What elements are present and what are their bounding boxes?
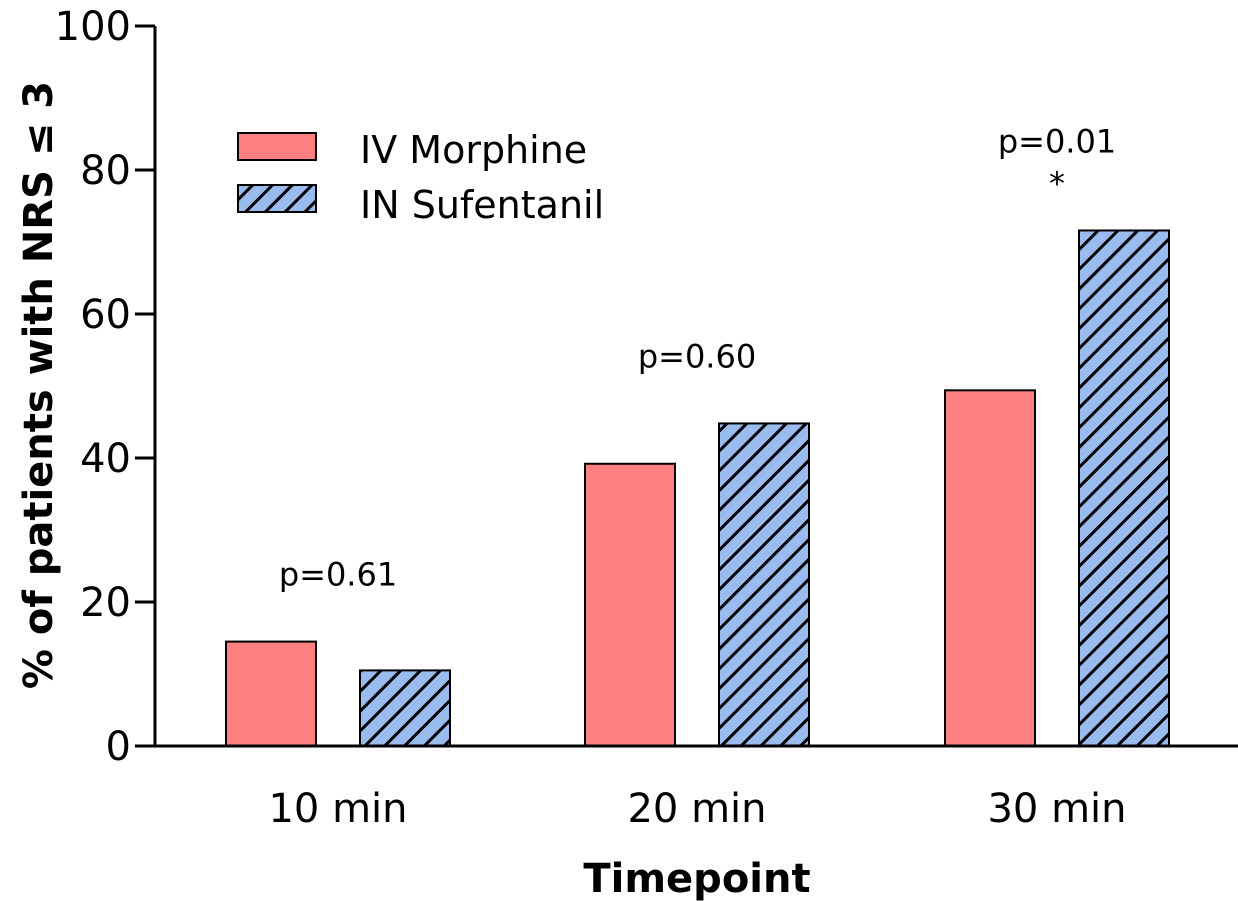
x-tick-label: 20 min [627, 786, 766, 832]
y-tick-label: 40 [80, 436, 131, 482]
legend-swatch-iv-morphine [237, 132, 317, 161]
significance-star: * [1049, 164, 1065, 202]
y-tick-label: 60 [80, 292, 131, 338]
legend-label-in-sufentanil: IN Sufentanil [360, 183, 604, 227]
p-value-label: p=0.01 [998, 122, 1116, 160]
x-tick-label: 10 min [268, 786, 407, 832]
y-tick-label: 80 [80, 148, 131, 194]
legend: IV Morphine IN Sufentanil [237, 128, 604, 227]
bar-iv-morphine-10-min [225, 640, 317, 747]
y-axis-title: % of patients with NRS ≤ 3 [16, 81, 62, 689]
x-tick-label: 30 min [987, 786, 1126, 832]
x-ticks-group: 10 min 20 min 30 min [268, 786, 1126, 832]
y-tick-label: 100 [55, 4, 131, 50]
bar-iv-morphine-20-min [584, 462, 676, 747]
legend-swatch-in-sufentanil [237, 184, 317, 213]
p-value-label: p=0.60 [638, 337, 756, 375]
bar-in-sufentanil-20-min [718, 422, 810, 747]
bars-group [225, 229, 1170, 748]
y-tick-label: 20 [80, 580, 131, 626]
bar-in-sufentanil-10-min [359, 669, 451, 748]
y-tick-label: 0 [106, 724, 131, 770]
p-value-label: p=0.61 [279, 556, 397, 594]
x-axis-title: Timepoint [583, 856, 810, 901]
y-ticks-group: 0 20 40 60 80 100 [55, 4, 155, 770]
bar-in-sufentanil-30-min [1078, 229, 1170, 748]
axes-group [153, 26, 1238, 748]
legend-label-iv-morphine: IV Morphine [360, 128, 587, 172]
bar-iv-morphine-30-min [944, 389, 1036, 747]
annotations-group: p=0.61 p=0.60 p=0.01 * [279, 122, 1116, 593]
